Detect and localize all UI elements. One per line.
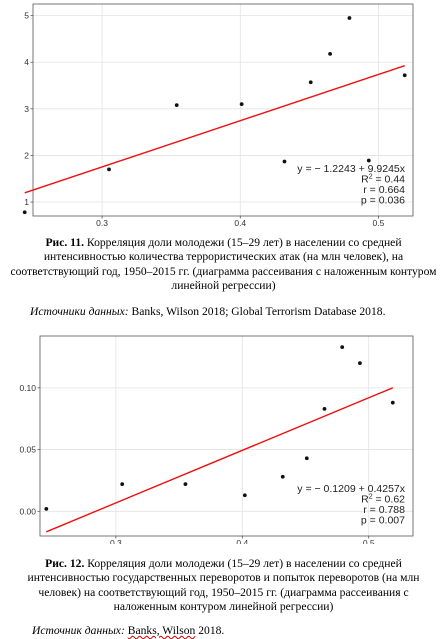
- data-point: [242, 493, 247, 498]
- figure-11-caption-label: Рис. 11.: [45, 236, 85, 249]
- figure-11-source-label: Источники данных:: [30, 305, 129, 318]
- plot-frame: [39, 335, 414, 537]
- figure-12-caption: Рис. 12. Корреляция доли молодежи (15–29…: [10, 557, 437, 615]
- data-point: [174, 103, 179, 108]
- figure-12-source-authors: Banks, Wilson: [127, 624, 196, 637]
- plot-frame: [32, 3, 414, 217]
- y-tick-label: 1: [24, 197, 29, 207]
- figure-11-caption: Рис. 11. Корреляция доли молодежи (15–29…: [10, 236, 437, 294]
- figure-12-source-tail: 2018.: [195, 624, 225, 637]
- figure-12-source-label: Источник данных:: [32, 624, 125, 637]
- y-tick-label: 0.05: [19, 445, 36, 455]
- data-point: [308, 80, 313, 85]
- figure-12-source: Источник данных: Banks, Wilson 2018.: [32, 624, 224, 638]
- y-tick-label: 4: [24, 57, 29, 67]
- data-point: [280, 474, 285, 479]
- data-point: [107, 167, 111, 172]
- data-point: [347, 16, 352, 20]
- data-point: [390, 400, 395, 405]
- regression-annotation: r = 0.788: [363, 504, 405, 516]
- figure-11-source-text: Banks, Wilson 2018; Global Terrorism Dat…: [128, 305, 386, 318]
- y-tick-label: 0.00: [19, 506, 36, 516]
- figure-12-caption-label: Рис. 12.: [45, 557, 85, 570]
- scatter-chart-coups: 0.3 0.4 0.5 0.00 0.05 0.10 y = − 0.1209 + 0.42…: [19, 335, 414, 544]
- data-point: [328, 51, 332, 56]
- x-tick-label: 0.3: [96, 218, 108, 228]
- x-tick-label: 0.4: [236, 538, 248, 544]
- data-point: [402, 73, 407, 78]
- regression-annotation: p = 0.007: [361, 515, 405, 527]
- data-point: [22, 210, 27, 215]
- plot-background: [40, 336, 413, 536]
- data-point: [340, 345, 345, 350]
- data-point: [183, 482, 188, 487]
- regression-annotation: R2 = 0.62: [361, 494, 405, 506]
- data-point: [304, 456, 309, 461]
- plot-background: [33, 4, 413, 216]
- data-point: [282, 159, 287, 164]
- x-tick-label: 0.4: [234, 218, 246, 228]
- data-point: [322, 406, 327, 411]
- regression-line: [24, 65, 405, 194]
- figure-12-caption-text: Корреляция доли молодежи (15–29 лет) в н…: [27, 557, 420, 614]
- data-point: [239, 102, 244, 107]
- figure-11-caption-text: Корреляция доли молодежи (15–29 лет) в н…: [10, 236, 437, 293]
- regression-line: [46, 387, 394, 533]
- regression-annotation: R2 = 0.44: [361, 174, 405, 186]
- y-tick-label: 0.10: [19, 383, 36, 393]
- regression-annotation: y = − 0.1209 + 0.4257x: [297, 483, 405, 495]
- y-tick-label: 2: [24, 150, 29, 160]
- data-point: [366, 158, 371, 163]
- x-tick-label: 0.3: [110, 538, 122, 544]
- regression-annotation: y = − 1.2243 + 9.9245x: [297, 163, 405, 175]
- y-tick-label: 3: [24, 104, 29, 114]
- data-point: [120, 482, 125, 487]
- x-tick-label: 0.5: [373, 218, 385, 228]
- regression-annotation: r = 0.664: [363, 184, 405, 196]
- data-point: [357, 361, 362, 366]
- data-point: [44, 506, 49, 511]
- figure-11-source: Источники данных: Banks, Wilson 2018; Gl…: [30, 305, 385, 319]
- x-tick-label: 0.5: [363, 538, 375, 544]
- y-tick-label: 5: [24, 11, 29, 21]
- regression-annotation: p = 0.036: [361, 195, 405, 207]
